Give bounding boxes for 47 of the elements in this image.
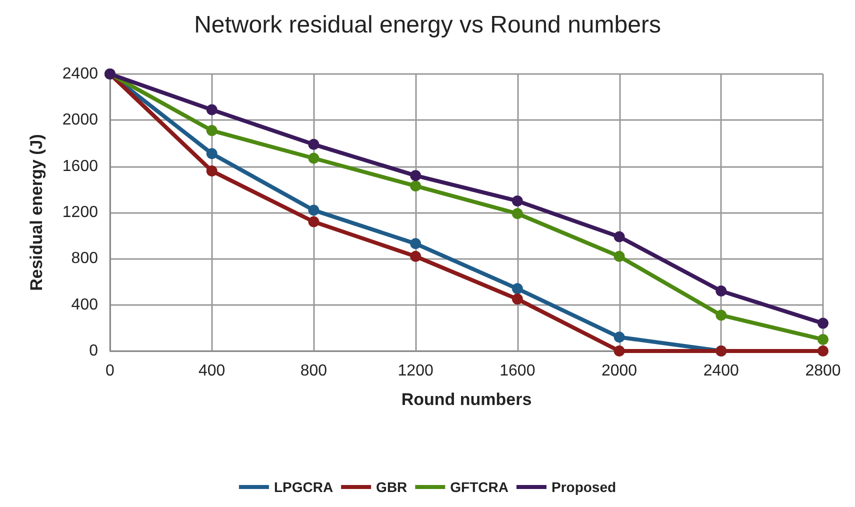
point [614, 346, 625, 356]
x-tick-label: 2000 [601, 362, 638, 380]
x-axis-title: Round numbers [401, 390, 532, 409]
point [512, 208, 523, 220]
x-tick-label: 2400 [703, 362, 740, 380]
y-tick-label: 800 [71, 250, 98, 268]
point [614, 231, 625, 242]
point [410, 180, 422, 192]
y-tick-label: 1200 [62, 204, 98, 221]
y-tick-label: 2000 [62, 112, 98, 129]
point [716, 310, 727, 321]
y-tick-label: 0 [89, 342, 98, 360]
y-tick-label: 1600 [62, 158, 98, 175]
point [614, 250, 625, 262]
y-axis-title: Residual energy (J) [27, 134, 46, 291]
legend-label: LPGCRA [274, 479, 334, 495]
point [410, 238, 422, 250]
point [410, 250, 422, 262]
legend-label: GBR [376, 479, 408, 495]
point [512, 195, 523, 206]
point [206, 148, 218, 160]
point [716, 285, 727, 296]
point [308, 152, 320, 164]
chart-title: Network residual energy vs Round numbers [194, 12, 661, 38]
point [308, 138, 320, 150]
point [206, 165, 218, 176]
point [308, 216, 320, 228]
x-tick-label: 2800 [805, 362, 841, 380]
point [614, 332, 625, 343]
x-tick-label: 1200 [398, 362, 434, 380]
x-tick-label: 800 [300, 362, 328, 380]
x-tick-label: 0 [106, 362, 115, 380]
x-tick-label: 1600 [500, 362, 536, 380]
point [512, 294, 523, 305]
point [818, 318, 828, 329]
point [818, 334, 828, 345]
point [818, 346, 828, 356]
point [206, 125, 218, 136]
point [410, 170, 422, 182]
legend-label: Proposed [551, 479, 616, 495]
point [308, 204, 320, 216]
x-tick-label: 400 [198, 362, 226, 380]
point [512, 283, 523, 294]
point [206, 104, 218, 116]
y-tick-label: 2400 [62, 66, 98, 82]
y-tick-label: 400 [71, 296, 98, 314]
legend-label: GFTCRA [450, 479, 508, 495]
